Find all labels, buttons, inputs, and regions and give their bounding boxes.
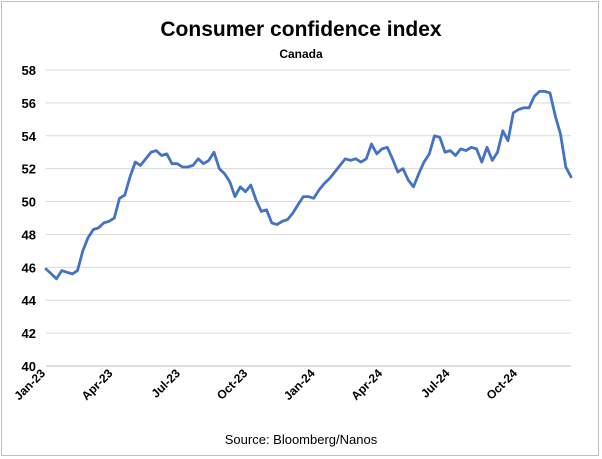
x-tick-label: Jan-24 — [281, 366, 318, 403]
x-tick-label: Oct-24 — [484, 366, 521, 403]
y-tick-label: 50 — [22, 195, 36, 210]
y-tick-label: 46 — [22, 260, 36, 275]
x-tick-label: Apr-24 — [348, 366, 385, 403]
y-tick-label: 48 — [22, 227, 36, 242]
y-tick-label: 56 — [22, 96, 36, 111]
y-tick-label: 52 — [22, 162, 36, 177]
x-tick-label: Jul-23 — [148, 366, 183, 401]
chart-title: Consumer confidence index — [160, 18, 442, 41]
x-tick-label: Oct-23 — [214, 366, 251, 403]
series-line — [44, 90, 573, 281]
y-tick-label: 42 — [22, 326, 36, 341]
x-tick-label: Apr-23 — [79, 366, 116, 403]
y-tick-label: 58 — [22, 63, 36, 78]
chart-subtitle: Canada — [279, 47, 323, 61]
y-tick-label: 54 — [22, 129, 37, 144]
y-tick-label: 40 — [22, 359, 36, 374]
chart-source: Source: Bloomberg/Nanos — [224, 432, 378, 447]
y-tick-label: 44 — [22, 293, 37, 308]
x-tick-label: Jul-24 — [418, 366, 453, 401]
